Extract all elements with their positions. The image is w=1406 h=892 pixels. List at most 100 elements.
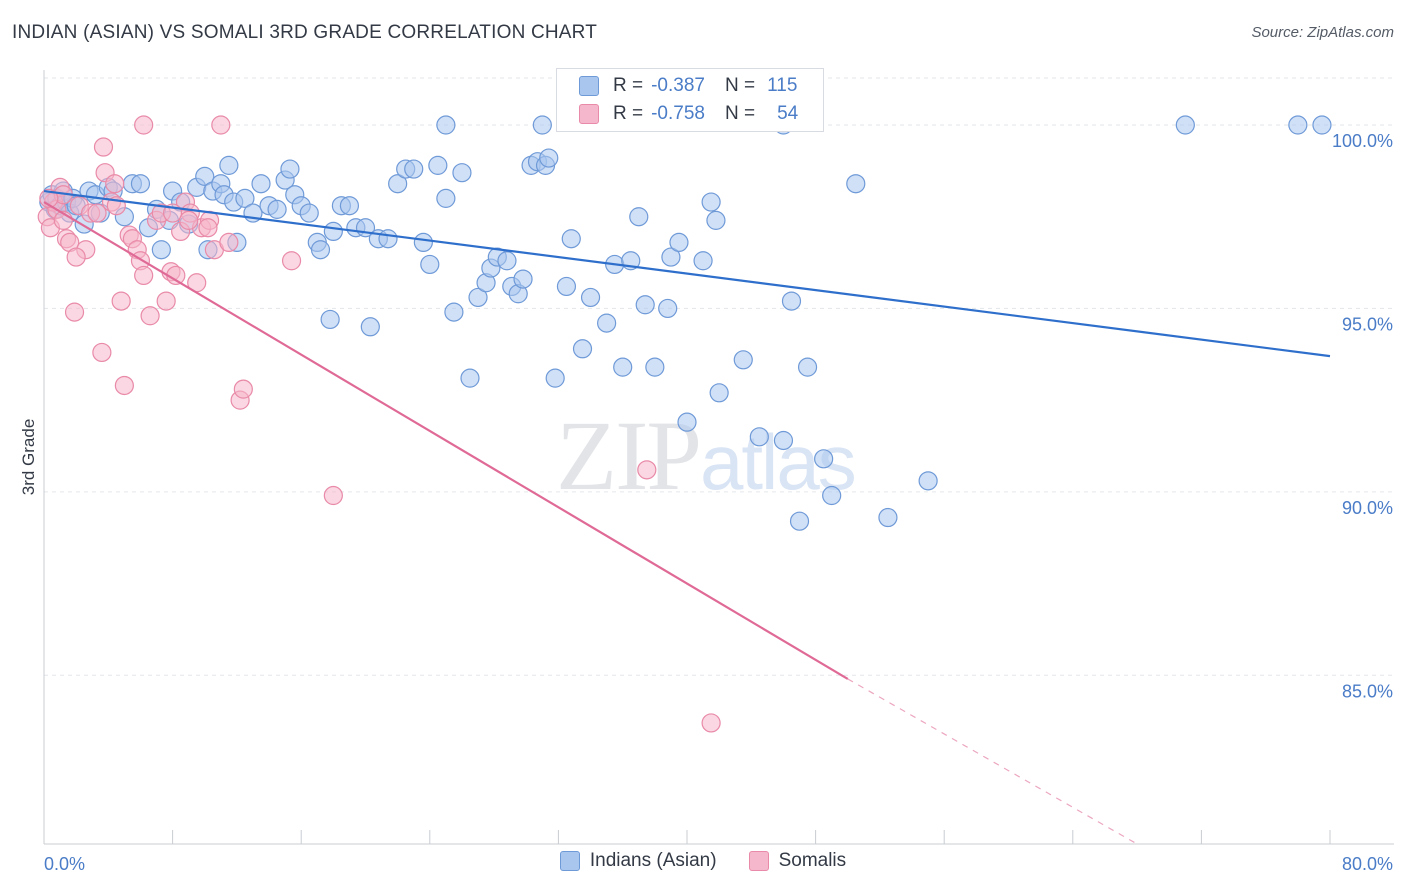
legend-r-label: R = <box>613 75 644 96</box>
indians-point <box>360 317 380 337</box>
somalis-point <box>134 265 154 286</box>
indians-point <box>267 199 287 219</box>
indians-point <box>310 240 331 260</box>
somalis-point <box>66 247 86 267</box>
correlation-legend: R = -0.387 N = 115 R = -0.758 N = 54 <box>556 68 824 132</box>
indians-point <box>219 155 239 175</box>
indians-point <box>1288 115 1308 135</box>
indians-point <box>497 251 517 271</box>
somalis-trendline <box>43 201 849 680</box>
indians-point <box>452 163 472 183</box>
somalis-point <box>323 485 343 506</box>
indians-point <box>814 449 834 469</box>
indians-point <box>428 155 448 175</box>
indians-point <box>251 174 271 194</box>
indians-point <box>130 174 151 194</box>
somalis-point <box>211 115 231 135</box>
indians-point <box>572 339 593 359</box>
y-tick-label: 85.0% <box>1342 681 1393 701</box>
somalis-point <box>219 232 239 253</box>
indians-point <box>280 159 300 179</box>
indians-point <box>420 254 440 275</box>
indians-point <box>580 287 601 308</box>
indians-point <box>444 302 464 322</box>
indians-point <box>235 188 255 208</box>
legend-r-value-indians: -0.387 <box>651 75 705 96</box>
indians-point <box>709 383 729 403</box>
somalis-point <box>637 460 657 480</box>
somalis-point <box>105 174 125 194</box>
somalis-point <box>198 218 218 238</box>
indians-point <box>733 350 753 370</box>
indians-point <box>773 430 794 451</box>
somalis-point <box>701 713 721 733</box>
series-label-somalis: Somalis <box>778 850 847 871</box>
indians-point <box>635 295 655 315</box>
series-legend-somalis[interactable]: Somalis <box>748 850 847 872</box>
somalis-trendline-extension <box>847 678 1138 845</box>
indians-point <box>388 174 408 194</box>
indians-point <box>404 159 424 179</box>
legend-r-label: R = <box>613 103 644 124</box>
y-tick-label: 95.0% <box>1342 314 1393 334</box>
somalis-point <box>92 342 112 363</box>
indians-point <box>706 210 726 230</box>
watermark-zip: ZIP <box>556 400 702 511</box>
indians-point <box>693 251 713 271</box>
indians-point <box>299 203 319 223</box>
legend-row-somalis: R = -0.758 N = 54 <box>579 101 798 127</box>
indians-point <box>339 196 360 216</box>
indians-point <box>323 221 343 242</box>
indians-point <box>701 192 721 212</box>
x-tick-label-min: 0.0% <box>44 854 85 874</box>
indians-point <box>677 412 697 432</box>
series-swatch-indians <box>559 851 580 871</box>
indians-point <box>661 247 681 267</box>
legend-n-value-somalis: 54 <box>777 103 799 124</box>
series-label-indians: Indians (Asian) <box>589 850 717 871</box>
legend-r-value-somalis: -0.758 <box>651 103 705 124</box>
series-legend: Indians (Asian) Somalis <box>0 850 1406 872</box>
indians-point <box>545 368 565 388</box>
indians-point <box>513 269 533 289</box>
indians-point <box>532 115 552 135</box>
indians-point <box>378 229 398 249</box>
somalis-point <box>140 306 160 326</box>
legend-row-indians: R = -0.387 N = 115 <box>579 73 797 99</box>
somalis-point <box>179 210 199 230</box>
indians-point <box>556 276 577 297</box>
indians-point <box>629 207 649 227</box>
indians-point <box>195 166 215 186</box>
indians-point <box>918 471 938 491</box>
series-legend-indians[interactable]: Indians (Asian) <box>559 850 717 872</box>
source-label: Source: ZipAtlas.com <box>1251 24 1394 41</box>
somalis-point <box>111 291 131 311</box>
legend-n-label: N = <box>724 75 756 96</box>
indians-point <box>1312 115 1332 135</box>
somalis-point <box>114 375 134 396</box>
indians-point <box>878 507 898 528</box>
indians-point <box>797 357 818 377</box>
indians-point <box>436 115 456 135</box>
indians-point <box>561 229 581 249</box>
indians-point <box>436 188 456 208</box>
somalis-point <box>134 115 154 135</box>
indians-point <box>413 232 433 253</box>
indians-point <box>539 148 559 168</box>
indians-point <box>151 240 171 260</box>
indians-point <box>320 309 340 330</box>
indians-trendline <box>43 189 1331 358</box>
indians-point <box>613 357 633 377</box>
legend-n-label: N = <box>724 103 756 124</box>
somalis-point <box>87 203 107 223</box>
legend-swatch-somalis <box>579 104 599 124</box>
indians-point <box>645 357 665 377</box>
indians-point <box>669 232 689 253</box>
series-swatch-somalis <box>748 851 769 871</box>
indians-point <box>1175 115 1195 135</box>
indians-point <box>781 291 802 311</box>
indians-point <box>789 511 810 531</box>
somalis-point <box>156 291 176 311</box>
indians-point <box>822 485 842 506</box>
